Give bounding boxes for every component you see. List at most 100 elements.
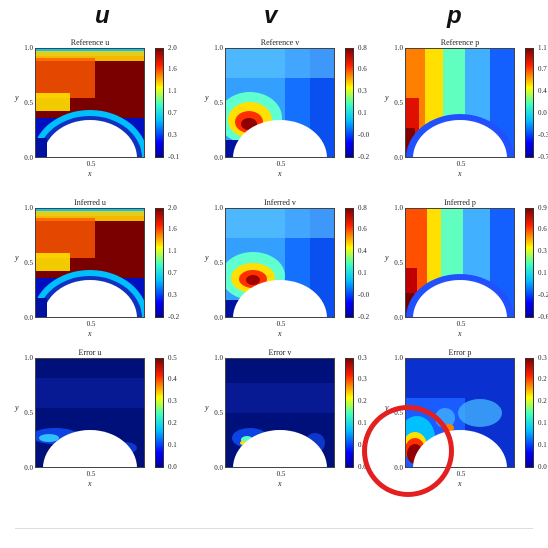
colorbar-tick-label: 0.4 [168, 375, 177, 383]
y-tick-label: 0.0 [214, 154, 223, 162]
colorbar-tick-label: 0.6 [358, 65, 367, 73]
colorbar-tick-label: 0.2 [168, 419, 177, 427]
x-axis-label: x [278, 479, 282, 488]
colorbar [155, 358, 164, 468]
y-tick-label: 0.0 [394, 314, 403, 322]
y-tick-label: 1.0 [214, 204, 223, 212]
y-tick-label: 0.0 [214, 464, 223, 472]
colorbar-tick-label: 0.5 [168, 354, 177, 362]
colorbar-tick-label: 0.3 [358, 87, 367, 95]
colorbar-tick-label: 0.0 [538, 463, 547, 471]
y-axis-label: y [15, 93, 19, 102]
x-axis-label: x [88, 479, 92, 488]
colorbar-tick-label: 1.6 [168, 65, 177, 73]
panel-title: Reference v [260, 38, 300, 47]
y-tick-label: 0.0 [214, 314, 223, 322]
x-axis-label: x [278, 169, 282, 178]
colorbar-tick-label: 2.0 [168, 44, 177, 52]
y-axis-label: y [205, 403, 209, 412]
colorbar-tick-label: 0.1 [358, 109, 367, 117]
colorbar-tick-label: 0.1 [358, 269, 367, 277]
colorbar-tick-label: 0.4 [358, 247, 367, 255]
x-axis-label: x [88, 329, 92, 338]
y-tick-label: 1.0 [24, 204, 33, 212]
colorbar-tick-label: 0.1 [538, 441, 547, 449]
y-axis-label: y [205, 253, 209, 262]
y-tick-label: 0.0 [24, 314, 33, 322]
x-tick-label: 0.5 [86, 160, 96, 168]
colorbar [525, 358, 534, 468]
panel-error-v: Error v 1.0 0.5 0.0 y 0.5 x 0.3 0.3 0.2 0.1 0.1 0.0 [205, 348, 385, 488]
colorbar-tick-label: 0.9 [538, 204, 547, 212]
panel-title: Error v [268, 348, 292, 357]
colorbar [155, 48, 164, 158]
heatmap [225, 208, 335, 318]
x-axis-label: x [458, 169, 462, 178]
x-tick-label: 0.5 [276, 320, 286, 328]
colorbar-tick-label: 2.0 [168, 204, 177, 212]
y-axis-label: y [385, 253, 389, 262]
colorbar-tick-label: -0.1 [168, 153, 180, 161]
heatmap [225, 48, 335, 158]
y-tick-label: 1.0 [214, 354, 223, 362]
colorbar-tick-label: 0.0 [538, 109, 547, 117]
y-tick-label: 0.0 [24, 154, 33, 162]
heatmap [35, 358, 145, 468]
colorbar-tick-label: 1.1 [168, 247, 177, 255]
colorbar-tick-label: -0.0 [358, 131, 370, 139]
panel-inferred-u: Inferred u 1.0 0.5 0.0 y 0.5 x 2.0 1.6 1.1 0.7 0.3… [15, 198, 195, 338]
colorbar-tick-label: 0.3 [168, 131, 177, 139]
colorbar [155, 208, 164, 318]
x-tick-label: 0.5 [86, 320, 96, 328]
x-axis-label: x [458, 329, 462, 338]
colorbar-tick-label: -0.7 [538, 153, 548, 161]
panel-title: Error p [448, 348, 472, 357]
panel-inferred-p: Inferred p 1.0 0.5 0.0 y 0.5 x 0.9 0.6 0.3 0.1 -0.… [385, 198, 548, 338]
y-axis-label: y [15, 253, 19, 262]
x-tick-label: 0.5 [86, 470, 96, 478]
panel-title: Inferred u [74, 198, 106, 207]
heatmap [405, 208, 515, 318]
y-axis-label: y [205, 93, 209, 102]
colorbar-tick-label: -0.2 [358, 153, 370, 161]
colorbar-tick-label: 0.6 [538, 225, 547, 233]
colorbar-tick-label: -0.6 [538, 313, 548, 321]
colorbar-tick-label: 0.3 [358, 375, 367, 383]
heatmap [35, 208, 145, 318]
panel-inferred-v: Inferred v 1.0 0.5 0.0 y 0.5 x 0.8 0.6 0.4 0.1 -0.… [205, 198, 385, 338]
y-tick-label: 0.5 [214, 259, 223, 267]
y-tick-label: 1.0 [24, 354, 33, 362]
colorbar-tick-label: 1.6 [168, 225, 177, 233]
panel-title: Inferred v [264, 198, 296, 207]
colorbar-tick-label: 0.1 [358, 419, 367, 427]
y-tick-label: 0.5 [24, 409, 33, 417]
colorbar-tick-label: 0.7 [538, 65, 547, 73]
colorbar-tick-label: 0.1 [538, 419, 547, 427]
panel-title: Inferred p [444, 198, 476, 207]
y-axis-label: y [385, 93, 389, 102]
colorbar-tick-label: -0.2 [358, 313, 370, 321]
colorbar-tick-label: 0.8 [358, 44, 367, 52]
colorbar-tick-label: 0.0 [168, 463, 177, 471]
y-tick-label: 0.5 [394, 99, 403, 107]
panel-reference-u: Reference u 1.0 0.5 0.0 y 0.5 x 2.0 1.6 1.1 0.7 0.… [15, 38, 195, 178]
colorbar-tick-label: 0.8 [358, 204, 367, 212]
colorbar-tick-label: 0.3 [168, 397, 177, 405]
panel-title: Error u [78, 348, 102, 357]
panel-error-u: Error u 1.0 0.5 0.0 y 0.5 x 0.5 0.4 0.3 0.2 0.1 0.0 [15, 348, 195, 488]
y-tick-label: 0.0 [394, 154, 403, 162]
colorbar-tick-label: 0.2 [538, 397, 547, 405]
colorbar [525, 208, 534, 318]
colorbar-tick-label: 0.0 [358, 463, 367, 471]
y-tick-label: 0.5 [24, 99, 33, 107]
column-title-p: p [447, 2, 462, 29]
y-tick-label: 0.5 [214, 99, 223, 107]
x-tick-label: 0.5 [276, 470, 286, 478]
panel-reference-v: Reference v 1.0 0.5 0.0 y 0.5 x 0.8 0.6 0.3 0.1 -0… [205, 38, 385, 178]
colorbar [525, 48, 534, 158]
colorbar-tick-label: 0.3 [358, 354, 367, 362]
y-tick-label: 0.5 [24, 259, 33, 267]
x-axis-label: x [458, 479, 462, 488]
colorbar-tick-label: -0.2 [538, 291, 548, 299]
y-axis-label: y [385, 403, 389, 412]
